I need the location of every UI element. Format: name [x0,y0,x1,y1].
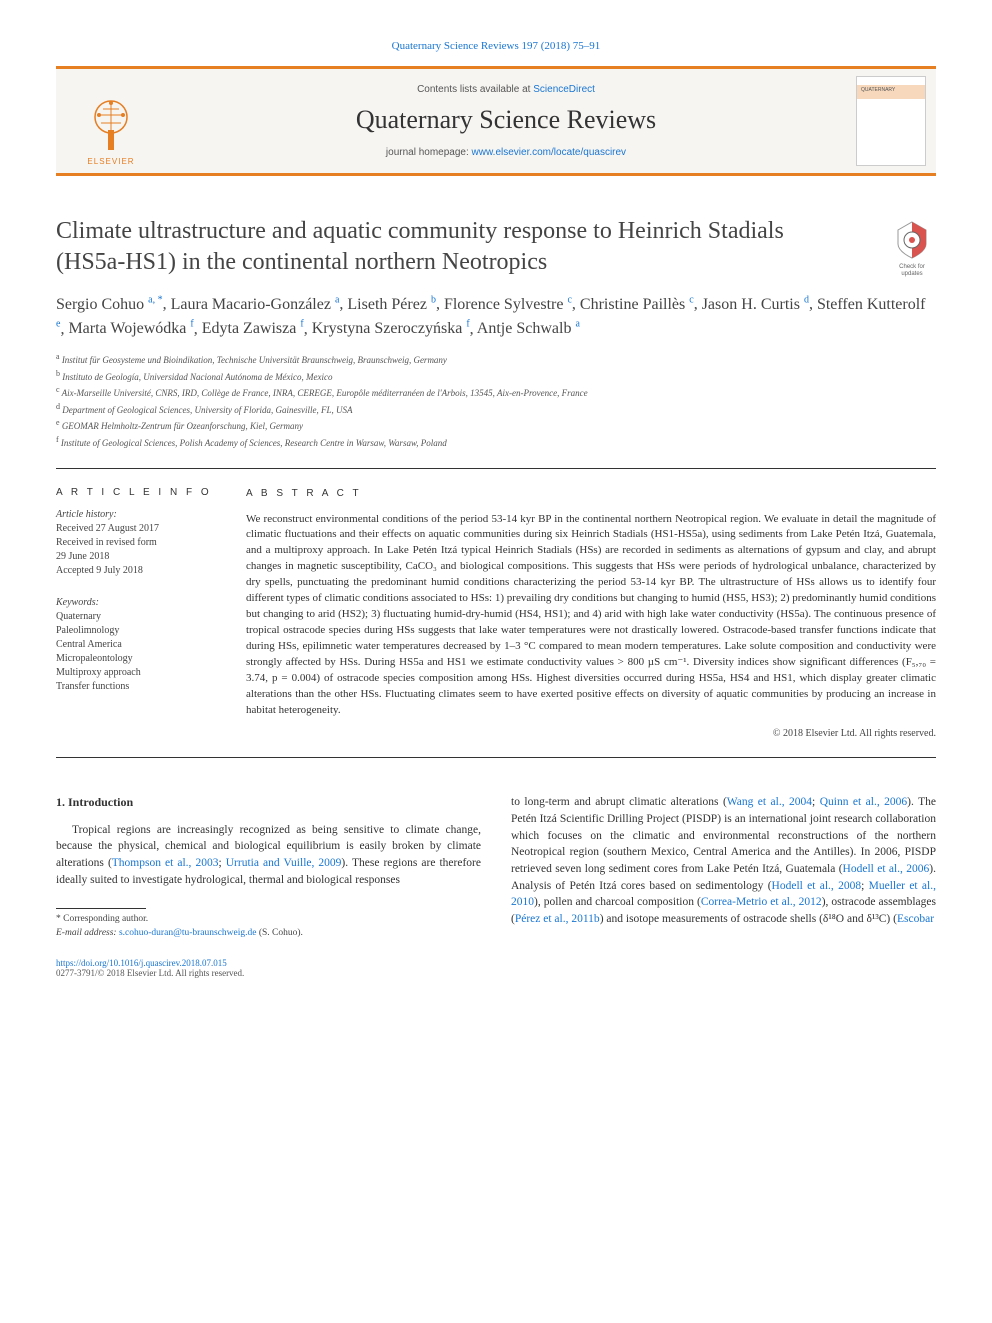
article-info-column: A R T I C L E I N F O Article history: R… [56,487,246,741]
revised-line1: Received in revised form [56,537,157,548]
author: Florence Sylvestre c [444,296,572,313]
elsevier-tree-icon [81,95,141,155]
check-updates-icon [892,220,932,260]
email-line: E-mail address: s.cohuo-duran@tu-braunsc… [56,927,481,940]
check-updates-badge[interactable]: Check forupdates [888,220,936,277]
keywords-list: Quaternary Paleolimnology Central America M… [56,611,141,692]
doi-link[interactable]: https://doi.org/10.1016/j.quascirev.2018… [56,958,227,968]
homepage-prefix: journal homepage: [386,147,472,158]
keyword: Micropaleontology [56,653,133,664]
author: Marta Wojewódka f [68,320,193,337]
ref-link[interactable]: Urrutia and Vuille, 2009 [226,857,342,869]
abstract-column: A B S T R A C T We reconstruct environme… [246,487,936,741]
section-heading-intro: 1. Introduction [56,794,481,811]
affiliation: b Instituto de Geología, Universidad Nac… [56,368,936,385]
cover-thumbnail-area: QUATERNARY [846,69,936,173]
affiliation: a Institut für Geosysteme und Bioindikat… [56,351,936,368]
affiliation: e GEOMAR Helmholtz-Zentrum für Ozeanfors… [56,417,936,434]
footer-block: https://doi.org/10.1016/j.quascirev.2018… [56,958,936,978]
article-info-heading: A R T I C L E I N F O [56,487,222,498]
ref-link[interactable]: Escobar [897,913,934,925]
citation-header: Quaternary Science Reviews 197 (2018) 75… [56,40,936,52]
body-column-left: 1. Introduction Tropical regions are inc… [56,794,481,940]
abstract-text: We reconstruct environmental conditions … [246,512,936,719]
revised-line2: 29 June 2018 [56,551,109,562]
keywords-label: Keywords: [56,597,99,608]
check-updates-label: Check forupdates [888,264,936,277]
abstract-heading: A B S T R A C T [246,487,936,502]
author: Krystyna Szeroczyńska f [312,320,470,337]
intro-paragraph-1: Tropical regions are increasingly recogn… [56,822,481,889]
author: Antje Schwalb a [477,320,580,337]
ref-link[interactable]: Wang et al., 2004 [727,796,812,808]
ref-link[interactable]: Pérez et al., 2011b [515,913,600,925]
affiliations-list: a Institut für Geosysteme und Bioindikat… [56,351,936,450]
footnotes: * Corresponding author. E-mail address: … [56,913,481,940]
body-column-right: to long-term and abrupt climatic alterat… [511,794,936,940]
sciencedirect-link[interactable]: ScienceDirect [533,84,595,95]
author: Laura Macario-González a [171,296,340,313]
publisher-name: ELSEVIER [87,157,134,166]
elsevier-logo: ELSEVIER [76,76,146,166]
contents-prefix: Contents lists available at [417,84,533,95]
article-title: Climate ultrastructure and aquatic commu… [56,216,936,278]
affiliation: d Department of Geological Sciences, Uni… [56,401,936,418]
journal-cover-thumb: QUATERNARY [856,76,926,166]
author: Sergio Cohuo a, * [56,296,163,313]
email-link[interactable]: s.cohuo-duran@tu-braunschweig.de [119,928,257,938]
authors-list: Sergio Cohuo a, *, Laura Macario-Gonzále… [56,292,936,341]
ref-link[interactable]: Correa-Metrio et al., 2012 [701,896,822,908]
keyword: Multiproxy approach [56,667,141,678]
author: Jason H. Curtis d [702,296,809,313]
ref-link[interactable]: Hodell et al., 2008 [772,880,862,892]
citation-link[interactable]: Quaternary Science Reviews 197 (2018) 75… [392,40,601,52]
divider [56,468,936,469]
keyword: Paleolimnology [56,625,119,636]
affiliation: f Institute of Geological Sciences, Poli… [56,434,936,451]
intro-paragraph-2: to long-term and abrupt climatic alterat… [511,794,936,927]
author: Christine Paillès c [580,296,694,313]
accepted-date: Accepted 9 July 2018 [56,565,143,576]
copyright-line: © 2018 Elsevier Ltd. All rights reserved… [246,727,936,742]
ref-link[interactable]: Hodell et al., 2006 [843,863,930,875]
homepage-link[interactable]: www.elsevier.com/locate/quascirev [472,147,627,158]
keyword: Central America [56,639,122,650]
journal-name: Quaternary Science Reviews [166,105,846,135]
ref-link[interactable]: Thompson et al., 2003 [112,857,219,869]
footnote-divider [56,908,146,909]
issn-line: 0277-3791/© 2018 Elsevier Ltd. All right… [56,968,244,978]
homepage-line: journal homepage: www.elsevier.com/locat… [166,147,846,158]
history-label: Article history: [56,509,117,520]
contents-line: Contents lists available at ScienceDirec… [166,84,846,95]
keyword: Quaternary [56,611,101,622]
author: Liseth Pérez b [347,296,436,313]
keyword: Transfer functions [56,681,129,692]
author: Edyta Zawisza f [202,320,304,337]
divider [56,757,936,758]
journal-banner: ELSEVIER Contents lists available at Sci… [56,66,936,176]
corresponding-author: * Corresponding author. [56,913,481,926]
cover-label: QUATERNARY [861,87,895,93]
publisher-logo-area: ELSEVIER [56,69,166,173]
received-date: Received 27 August 2017 [56,523,159,534]
affiliation: c Aix-Marseille Université, CNRS, IRD, C… [56,384,936,401]
ref-link[interactable]: Quinn et al., 2006 [820,796,907,808]
